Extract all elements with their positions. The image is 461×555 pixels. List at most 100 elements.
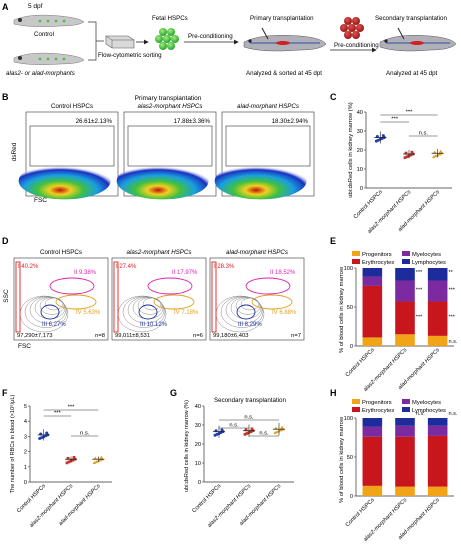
stacked-bar-segment: [395, 301, 415, 335]
y-tick-label: 20: [195, 442, 201, 448]
analyzed-label: Analyzed at 45 dpt: [386, 70, 438, 77]
gate-i: [211, 261, 217, 333]
secondary-transplant-label: Secondary transplantation: [375, 15, 447, 22]
gate-i-label: I 40.2%: [18, 264, 39, 270]
gate-iv-label: IV 7.18%: [174, 310, 199, 316]
x-tick-label: Control HSPCs: [191, 483, 222, 514]
panel-d-letter: D: [2, 236, 9, 246]
data-point: [249, 430, 253, 434]
flow-density: [18, 162, 111, 200]
gate-iii: [138, 304, 158, 320]
y-tick-label: 10: [357, 167, 363, 173]
y-tick-label: 50: [347, 305, 353, 311]
legend-swatch: [352, 259, 360, 264]
sorting-label-line: Flow-cytometric sorting: [98, 52, 162, 59]
y-tick-label: 0: [198, 480, 201, 486]
data-point: [279, 428, 283, 432]
gate-iv-label: IV 6.88%: [272, 310, 297, 316]
gate-i-label: I 27.4%: [116, 264, 137, 270]
stacked-bar-segment: [395, 486, 415, 496]
panel-a: A 5 dpf Control alas2- or alad-morphants: [2, 2, 457, 77]
data-point: [220, 428, 224, 432]
legend-label: Erythrocytes: [362, 260, 394, 266]
legend-swatch: [352, 251, 360, 256]
significance-label: ***: [448, 315, 455, 321]
y-tick-label: 40: [195, 404, 201, 410]
data-point: [72, 455, 76, 459]
y-tick-label: 40: [357, 110, 363, 116]
data-point: [438, 149, 443, 153]
panel-h-ylabel: % of blood cells in kidney marrow: [339, 416, 345, 503]
fsc-plot-frame: [111, 257, 207, 341]
legend-label: Myelocytes: [412, 400, 441, 406]
stacked-bar-segment: [395, 268, 415, 281]
density-contour: [137, 297, 163, 315]
flow-gate: [127, 125, 213, 167]
sorting-label: Flow-cytometric sorting: [98, 52, 162, 59]
data-point: [437, 152, 442, 156]
stacked-bar-segment: [427, 301, 448, 336]
data-point: [45, 431, 49, 435]
panel-b-title: Primary transplantation: [135, 95, 202, 102]
data-point: [93, 456, 98, 460]
sample-size: n=8: [95, 333, 105, 339]
flow-gate: [29, 125, 115, 167]
panel-h: H % of blood cells in kidney marrow Prog…: [330, 388, 458, 543]
event-count: 99,180±6,403: [213, 333, 248, 339]
gate-iv: [251, 294, 293, 310]
fetal-hspcs-label: Fetal HSPCs: [152, 15, 188, 22]
primary-recipient-fish: [243, 27, 327, 52]
density-contour: [240, 297, 260, 311]
significance-label: n.s.: [244, 415, 254, 421]
legend-swatch: [352, 399, 360, 404]
x-tick-label: Control HSPCs: [353, 189, 384, 220]
panel-g-letter: G: [170, 388, 177, 398]
significance-label: n.s.: [448, 339, 457, 345]
legend-label: Progenitors: [362, 400, 392, 406]
y-tick-label: 2: [24, 450, 27, 456]
data-point: [92, 461, 97, 465]
data-point: [65, 461, 69, 465]
data-point: [405, 155, 409, 159]
density-contour: [44, 297, 64, 311]
gate-iii-label: III 10.12%: [140, 322, 168, 328]
data-point: [403, 156, 407, 160]
sorted-red-cells: [340, 17, 364, 39]
data-point: [431, 155, 436, 159]
stacked-bar-segment: [427, 335, 448, 346]
stacked-bar-segment: [395, 418, 415, 426]
stacked-bar-segment: [427, 418, 448, 426]
panel-b-xlabel: FSC: [34, 197, 47, 204]
flow-gate: [225, 125, 311, 167]
significance-label: ***: [54, 411, 62, 417]
stacked-bar-segment: [362, 436, 383, 486]
panel-h-letter: H: [330, 388, 337, 398]
event-count: 99,011±8,531: [115, 333, 150, 339]
data-point: [99, 455, 104, 459]
data-point: [71, 458, 75, 462]
legend-label: Erythrocytes: [362, 408, 394, 414]
significance-label: n.s.: [419, 131, 429, 137]
flow-density: [214, 162, 307, 200]
stacked-bar-segment: [395, 425, 415, 437]
significance-label: n.s.: [416, 411, 425, 417]
density-contour: [39, 297, 65, 315]
legend-swatch: [402, 251, 410, 256]
density-contour: [225, 296, 263, 324]
flow-gate-percent: 26.61±2.13%: [76, 118, 113, 125]
panel-f-ylabel: The number of RBCs in blood (×10⁶/μL): [9, 395, 16, 494]
data-point: [433, 154, 438, 158]
data-point: [410, 150, 414, 154]
panel-e: E % of blood cells in kidney marrow Prog…: [330, 236, 458, 393]
panel-e-ylabel: % of blood cells in kidney marrow: [339, 266, 345, 353]
fsc-plot-frame: [209, 257, 305, 341]
significance-label: n.s.: [80, 431, 90, 437]
flow-plot-title: Control HSPCs: [51, 103, 93, 110]
y-tick-label: 20: [357, 148, 363, 154]
data-point: [98, 458, 103, 462]
panel-e-letter: E: [330, 236, 336, 246]
stacked-bar-segment: [395, 280, 415, 302]
data-point: [66, 456, 70, 460]
significance-label: ***: [416, 270, 423, 276]
